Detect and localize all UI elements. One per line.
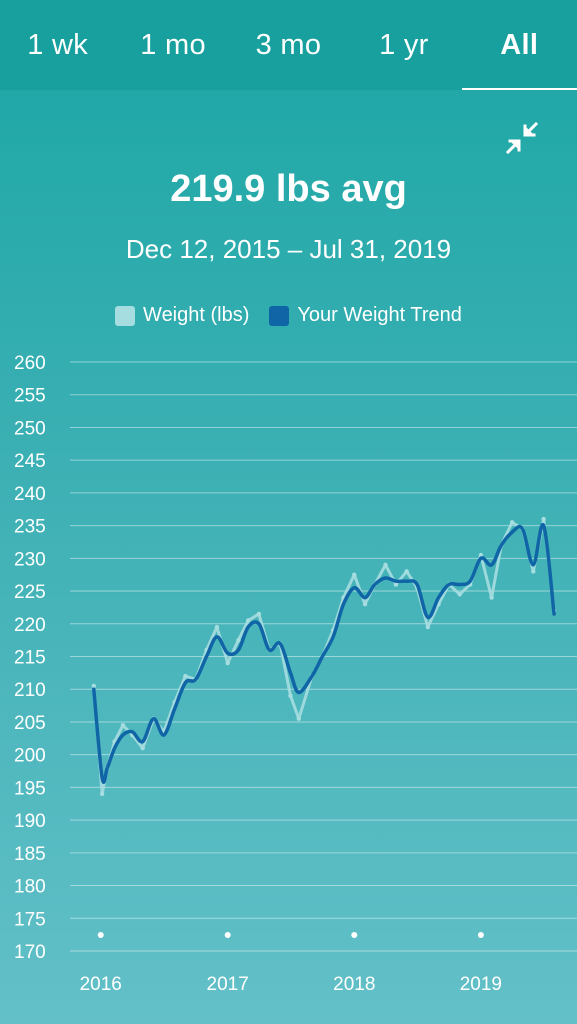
weight-chart: 260 255 250 245 240 235 230 225 220 215 210 205 200 1… xyxy=(0,345,577,1024)
weight-point xyxy=(425,624,431,630)
y-tick-label: 190 xyxy=(14,811,46,832)
collapse-button[interactable] xyxy=(502,118,542,158)
legend-label-trend: Your Weight Trend xyxy=(297,304,462,326)
y-tick-label: 230 xyxy=(14,549,46,570)
legend-item-weight: Weight (lbs) xyxy=(115,304,249,327)
legend-label-weight: Weight (lbs) xyxy=(143,304,250,326)
weight-point xyxy=(489,595,494,600)
x-tick-dot xyxy=(224,932,231,938)
y-tick-label: 180 xyxy=(14,877,46,898)
weight-chart-svg: 260 255 250 245 240 235 230 225 220 215 210 205 200 1… xyxy=(14,353,577,995)
weight-point xyxy=(245,618,251,623)
y-tick-label: 225 xyxy=(14,582,46,603)
weight-point xyxy=(509,520,515,525)
weight-point xyxy=(236,637,241,643)
legend-item-trend: Your Weight Trend xyxy=(269,304,462,327)
y-tick-label: 255 xyxy=(14,386,46,407)
weight-point xyxy=(383,562,388,568)
tab-all[interactable]: All xyxy=(461,0,577,90)
collapse-arrows-icon xyxy=(505,121,539,155)
y-tick-label: 215 xyxy=(14,648,46,669)
weight-point xyxy=(140,745,145,751)
y-tick-label: 210 xyxy=(14,680,46,701)
legend-swatch-weight xyxy=(115,305,136,326)
weight-point xyxy=(531,569,536,574)
date-range: Dec 12, 2015 – Jul 31, 2019 xyxy=(125,234,452,264)
weight-point xyxy=(478,552,484,558)
x-tick-label: 2018 xyxy=(333,974,375,995)
time-range-tabs: 1 wk 1 mo 3 mo 1 yr All xyxy=(0,0,577,90)
x-tick-dot xyxy=(97,932,104,938)
weight-point xyxy=(91,683,97,689)
weight-point xyxy=(352,572,357,577)
weight-point xyxy=(541,516,546,522)
weight-point xyxy=(99,791,105,797)
weight-point xyxy=(183,673,188,679)
weight-point xyxy=(225,660,230,666)
y-tick-label: 170 xyxy=(14,942,46,963)
y-tick-label: 200 xyxy=(14,746,46,767)
y-tick-label: 245 xyxy=(14,451,46,472)
x-tick-label: 2017 xyxy=(207,974,249,995)
x-tick-dot xyxy=(477,932,484,938)
x-tick-label: 2019 xyxy=(460,974,502,995)
trend-series-line xyxy=(92,523,556,785)
legend-swatch-trend xyxy=(269,305,290,326)
x-tick-dot xyxy=(351,932,358,938)
weight-point xyxy=(288,693,293,698)
y-tick-label: 205 xyxy=(14,713,46,734)
tab-3-months[interactable]: 3 mo xyxy=(255,28,322,61)
y-tick-label: 260 xyxy=(14,353,46,374)
y-tick-label: 240 xyxy=(14,484,46,505)
x-tick-label: 2016 xyxy=(80,974,122,995)
y-tick-label: 235 xyxy=(14,517,46,538)
weight-point xyxy=(214,624,220,630)
weight-point xyxy=(296,716,301,721)
weight-point xyxy=(120,723,126,728)
y-tick-label: 220 xyxy=(14,615,46,636)
y-tick-label: 175 xyxy=(14,909,46,930)
y-tick-label: 185 xyxy=(14,844,46,865)
chart-legend: Weight (lbs) Your Weight Trend xyxy=(0,304,577,327)
weight-point xyxy=(457,592,462,597)
tab-1-week[interactable]: 1 wk xyxy=(27,28,89,61)
weight-point xyxy=(393,582,399,587)
average-weight: 219.9 lbs avg xyxy=(170,168,407,210)
tab-1-year[interactable]: 1 yr xyxy=(379,28,429,61)
weight-point xyxy=(256,611,262,617)
y-tick-label: 250 xyxy=(14,418,46,439)
y-tick-label: 195 xyxy=(14,778,46,799)
tab-1-month[interactable]: 1 mo xyxy=(140,28,206,61)
weight-point xyxy=(404,569,409,574)
weight-point xyxy=(362,601,368,607)
